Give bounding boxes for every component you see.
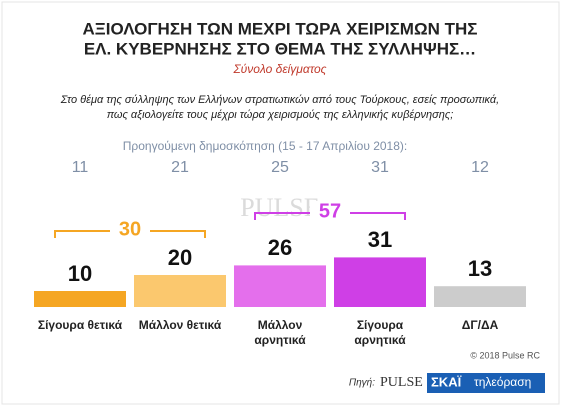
source-logo: PULSE [380, 375, 423, 390]
group-label: 30 [119, 218, 141, 240]
category-label: ΔΓ/ΔΑ [461, 318, 499, 332]
source-logo: τηλεόραση [474, 375, 531, 389]
bar [134, 275, 226, 307]
subtitle: Σύνολο δείγματος [232, 62, 326, 76]
category-label: Σίγουρα αρνητικά [354, 318, 406, 347]
previous-value: 25 [271, 159, 289, 176]
question: πως αξιολογείτε τους μέχρι τώρα χειρισμο… [107, 109, 454, 121]
source-logo: ΣΚΑΪ [431, 374, 462, 389]
source-label: Πηγή: [349, 377, 375, 389]
bar [234, 265, 326, 307]
bar [34, 291, 126, 307]
value-label: 26 [268, 235, 292, 260]
bar [434, 286, 526, 307]
category-label: Σίγουρα θετικά [37, 318, 123, 332]
previous-value: 11 [72, 159, 89, 176]
watermark: PULSE [240, 193, 319, 222]
group-label: 57 [319, 200, 341, 222]
previous-label: Προηγούμενη δημοσκόπηση (15 - 17 Απριλίο… [123, 139, 407, 153]
value-label: 10 [68, 261, 92, 286]
logo-box [427, 373, 545, 393]
previous-value: 12 [471, 159, 489, 176]
question: Στο θέμα της σύλληψης των Ελλήνων στρατι… [60, 94, 499, 106]
category-label: Μάλλον αρνητικά [254, 318, 306, 347]
previous-value: 21 [171, 159, 189, 176]
value-label: 31 [368, 227, 392, 252]
value-label: 20 [168, 245, 192, 270]
copyright: © 2018 Pulse RC [470, 350, 540, 360]
category-label: Μάλλον θετικά [138, 318, 222, 332]
bar [334, 257, 426, 307]
chart-title: ΕΛ. ΚΥΒΕΡΝΗΣΗΣ ΣΤΟ ΘΕΜΑ ΤΗΣ ΣΥΛΛΗΨΗΣ… [84, 39, 476, 58]
value-label: 13 [468, 256, 492, 281]
group-label-bg [310, 201, 350, 223]
chart-title: ΑΞΙΟΛΟΓΗΣΗ ΤΩΝ ΜΕΧΡΙ ΤΩΡΑ ΧΕΙΡΙΣΜΩΝ ΤΗΣ [83, 19, 478, 38]
group-label-bg [110, 219, 150, 241]
previous-value: 31 [371, 159, 389, 176]
